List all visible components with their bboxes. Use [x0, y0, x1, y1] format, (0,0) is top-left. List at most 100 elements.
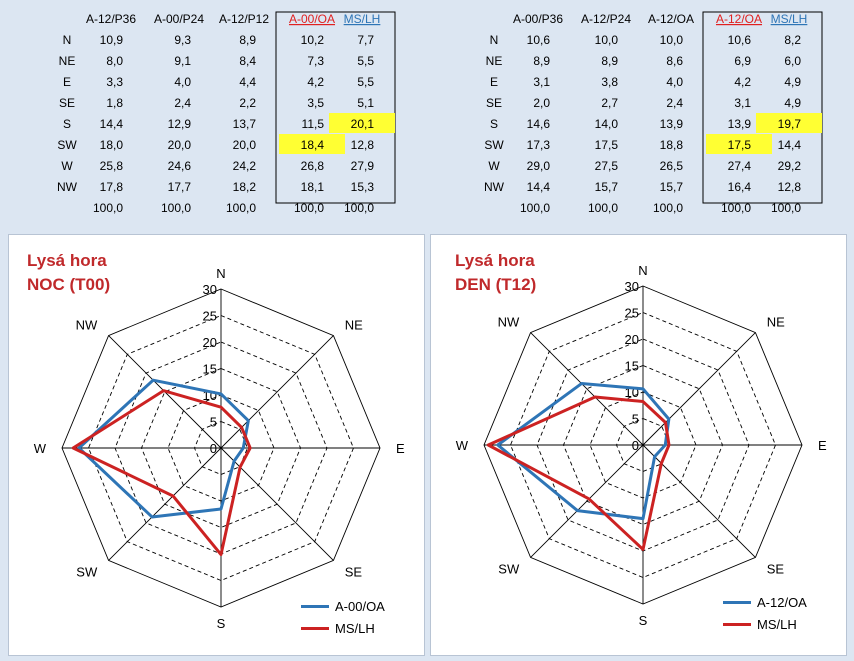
- tick-label: 15: [625, 359, 639, 374]
- table-cell: 10,6: [728, 33, 752, 47]
- table-cell: 14,4: [527, 180, 551, 194]
- series-line: [77, 378, 250, 519]
- category-label: NW: [76, 317, 98, 332]
- legend-night: A-00/OA MS/LH: [301, 595, 385, 639]
- table-cell: 24,6: [168, 159, 192, 173]
- legend-item: MS/LH: [723, 613, 807, 635]
- chart-panel-night: 0 5 10 15 20 25 30 N NE E SE S SW W NW Lysá hora NOC (…: [8, 234, 425, 656]
- row-label: SW: [484, 138, 504, 152]
- table-cell: 6,0: [784, 54, 801, 68]
- category-label: E: [818, 438, 827, 453]
- table-cell: 10,9: [100, 33, 124, 47]
- tick-label: 5: [632, 412, 639, 427]
- table-cell: 13,9: [728, 117, 752, 131]
- table-cell: 4,2: [307, 75, 324, 89]
- table-cell: 17,8: [100, 180, 124, 194]
- table-cell: 8,6: [666, 54, 683, 68]
- table-cell: 19,7: [778, 117, 802, 131]
- row-label: SE: [486, 96, 502, 110]
- legend-swatch: [723, 600, 751, 604]
- table-cell: 2,7: [601, 96, 618, 110]
- table-cell: 18,0: [100, 138, 124, 152]
- table-cell: 4,2: [734, 75, 751, 89]
- legend-swatch: [301, 604, 329, 608]
- table-cell: 3,8: [601, 75, 618, 89]
- row-label: W: [488, 159, 500, 173]
- table-cell: 20,0: [168, 138, 192, 152]
- tick-label: 0: [632, 438, 639, 453]
- table-cell: 7,7: [357, 33, 374, 47]
- category-label: NE: [345, 317, 363, 332]
- tick-label: 20: [625, 332, 639, 347]
- grid-ring: [616, 418, 670, 472]
- table-cell: 26,5: [660, 159, 684, 173]
- row-label: NW: [57, 180, 78, 194]
- grid-ring: [510, 312, 776, 578]
- table-total: 100,0: [93, 201, 123, 215]
- table-cell: 1,8: [106, 96, 123, 110]
- table-cell: 17,3: [527, 138, 551, 152]
- table-cell: 9,1: [174, 54, 191, 68]
- column-header: A-12/P12: [219, 12, 269, 26]
- table-cell: 25,8: [100, 159, 124, 173]
- table-cell: 24,2: [233, 159, 257, 173]
- table-highlight-box: [702, 11, 823, 204]
- table-left-svg: A-12/P36 A-00/P24 A-12/P12 A-00/OA MS/LH N 10,…: [57, 11, 396, 215]
- legend-label: MS/LH: [757, 616, 797, 632]
- grid-ring: [194, 421, 248, 475]
- legend-label: MS/LH: [335, 620, 375, 636]
- category-label: N: [638, 263, 647, 278]
- table-cell: 8,4: [239, 54, 256, 68]
- table-cell: 4,0: [174, 75, 191, 89]
- category-label: W: [456, 438, 469, 453]
- row-label: E: [63, 75, 71, 89]
- column-header: A-12/P24: [581, 12, 631, 26]
- table-cell: 18,2: [233, 180, 257, 194]
- table-cell: 3,3: [106, 75, 123, 89]
- table-cell: 17,5: [728, 138, 752, 152]
- category-label: SW: [498, 562, 520, 577]
- table-total: 100,0: [294, 201, 324, 215]
- table-total: 100,0: [520, 201, 550, 215]
- legend-label: A-12/OA: [757, 594, 807, 610]
- table-cell: 2,2: [239, 96, 256, 110]
- table-cell: 2,0: [533, 96, 550, 110]
- chart-title-line-1: Lysá hora: [27, 251, 107, 270]
- grid-spoke: [108, 447, 222, 561]
- grid-ring: [88, 315, 354, 581]
- chart-panel-day: 0 5 10 15 20 25 30 N NE E SE S SW W NW Lysá hora DEN (…: [430, 234, 847, 656]
- table-cell: 4,9: [784, 96, 801, 110]
- cell-highlight: [279, 134, 345, 154]
- table-cell: 4,0: [666, 75, 683, 89]
- table-cell: 18,1: [301, 180, 325, 194]
- tick-label: 25: [625, 306, 639, 321]
- cell-highlight: [756, 113, 822, 133]
- table-cell: 13,7: [233, 117, 257, 131]
- table-cell: 14,0: [595, 117, 619, 131]
- chart-title-line-2: DEN (T12): [455, 275, 537, 294]
- tick-label: 15: [203, 362, 217, 377]
- category-label: SE: [345, 565, 363, 580]
- table-total: 100,0: [588, 201, 618, 215]
- table-total: 100,0: [226, 201, 256, 215]
- column-header: A-12/P36: [86, 12, 136, 26]
- category-label: SW: [76, 565, 98, 580]
- table-cell: 3,1: [533, 75, 550, 89]
- column-header: A-12/OA: [716, 12, 762, 26]
- grid-spoke: [220, 335, 334, 449]
- row-label: SW: [57, 138, 77, 152]
- grid-spoke: [642, 332, 756, 446]
- table-cell: 6,9: [734, 54, 751, 68]
- table-cell: 15,3: [351, 180, 375, 194]
- column-header: MS/LH: [771, 12, 808, 26]
- legend-item: A-00/OA: [301, 595, 385, 617]
- table-cell: 2,4: [174, 96, 191, 110]
- table-cell: 10,2: [301, 33, 325, 47]
- row-label: NE: [59, 54, 76, 68]
- table-cell: 8,9: [533, 54, 550, 68]
- table-cell: 15,7: [595, 180, 619, 194]
- category-label: N: [216, 266, 225, 281]
- tick-label: 30: [203, 282, 217, 297]
- column-header: A-00/OA: [289, 12, 335, 26]
